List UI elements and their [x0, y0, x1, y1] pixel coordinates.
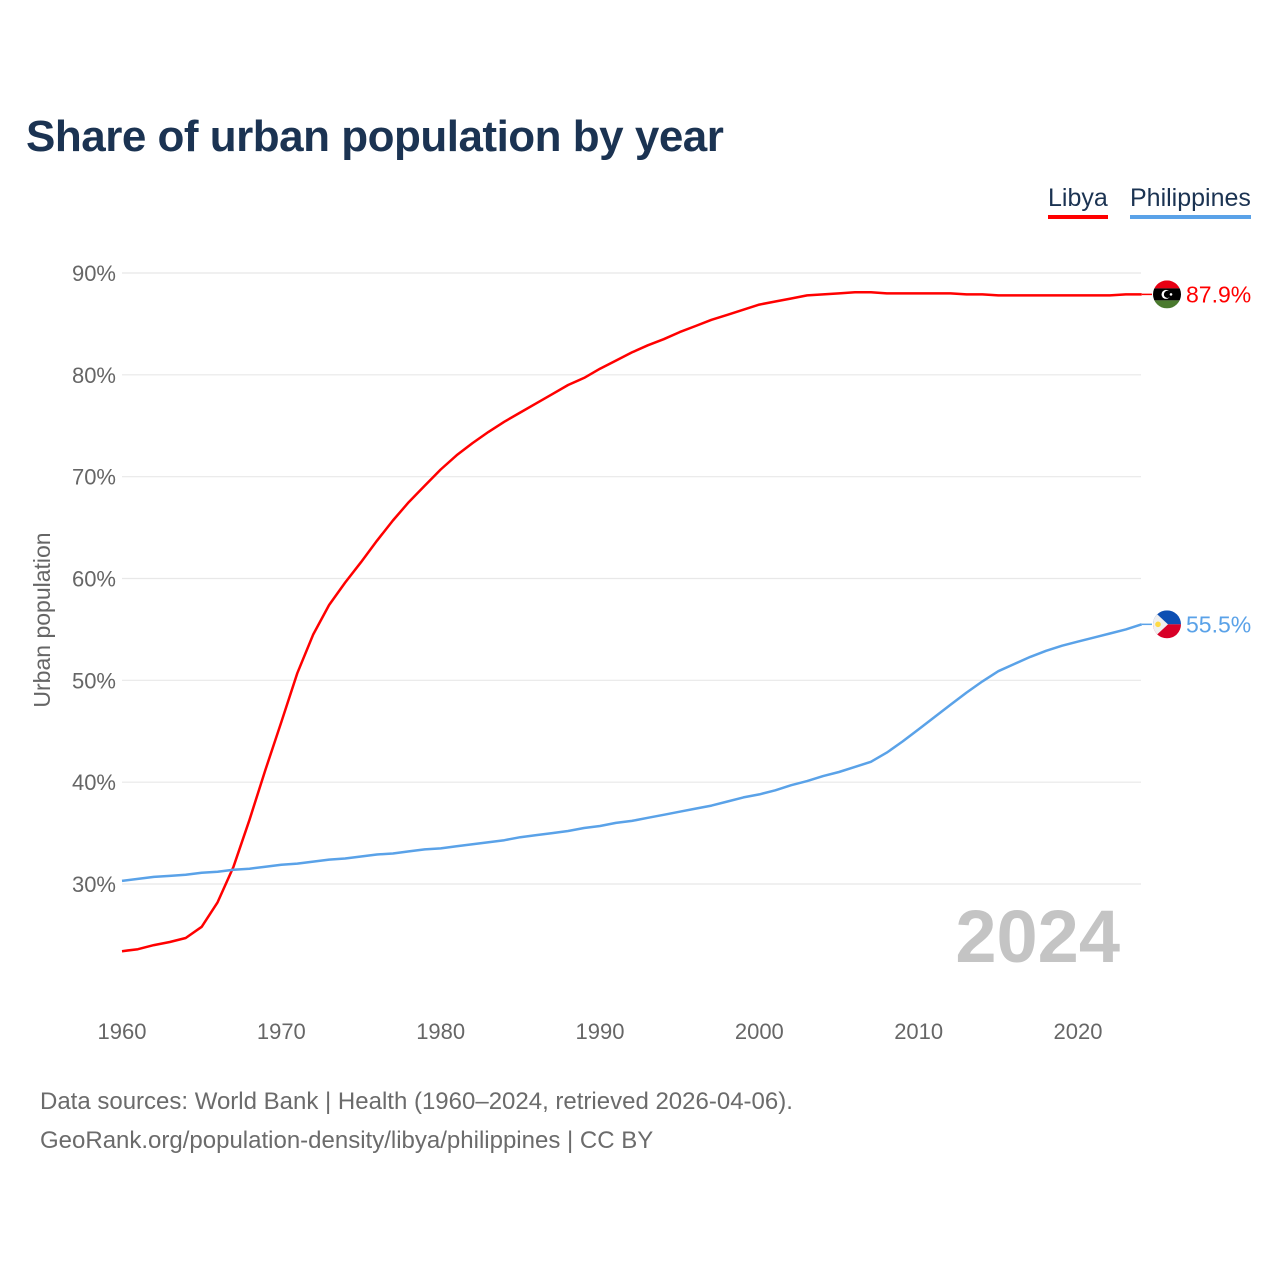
- x-tick-label: 2010: [894, 1019, 943, 1044]
- end-value-libya: 87.9%: [1186, 281, 1251, 307]
- series-line-libya: [121, 291, 1142, 953]
- y-tick-label: 40%: [72, 770, 116, 795]
- libya-flag-icon: [1153, 280, 1181, 309]
- x-tick-label: 1990: [576, 1019, 625, 1044]
- year-watermark: 2024: [955, 895, 1120, 978]
- source-link[interactable]: GeoRank.org/population-density/libya/phi…: [40, 1127, 654, 1154]
- y-tick-label: 80%: [72, 363, 116, 388]
- y-tick-label: 50%: [72, 668, 116, 693]
- source-text: Data sources: World Bank | Health (1960–…: [40, 1088, 793, 1115]
- x-tick-label: 1970: [257, 1019, 306, 1044]
- x-tick-label: 2000: [735, 1019, 784, 1044]
- y-axis-label: Urban population: [29, 532, 55, 707]
- end-value-philippines: 55.5%: [1186, 611, 1251, 637]
- philippines-flag-icon: [1153, 610, 1181, 639]
- legend-philippines[interactable]: Philippines: [1130, 184, 1251, 219]
- y-tick-label: 60%: [72, 567, 116, 592]
- x-tick-label: 1960: [98, 1019, 147, 1044]
- y-tick-label: 70%: [72, 465, 116, 490]
- series-line-philippines: [121, 623, 1143, 883]
- chart-title: Share of urban population by year: [26, 112, 724, 161]
- y-tick-label: 90%: [72, 261, 116, 286]
- legend-libya[interactable]: Libya: [1048, 184, 1108, 219]
- y-tick-label: 30%: [72, 872, 116, 897]
- x-tick-label: 1980: [416, 1019, 465, 1044]
- x-tick-label: 2020: [1054, 1019, 1103, 1044]
